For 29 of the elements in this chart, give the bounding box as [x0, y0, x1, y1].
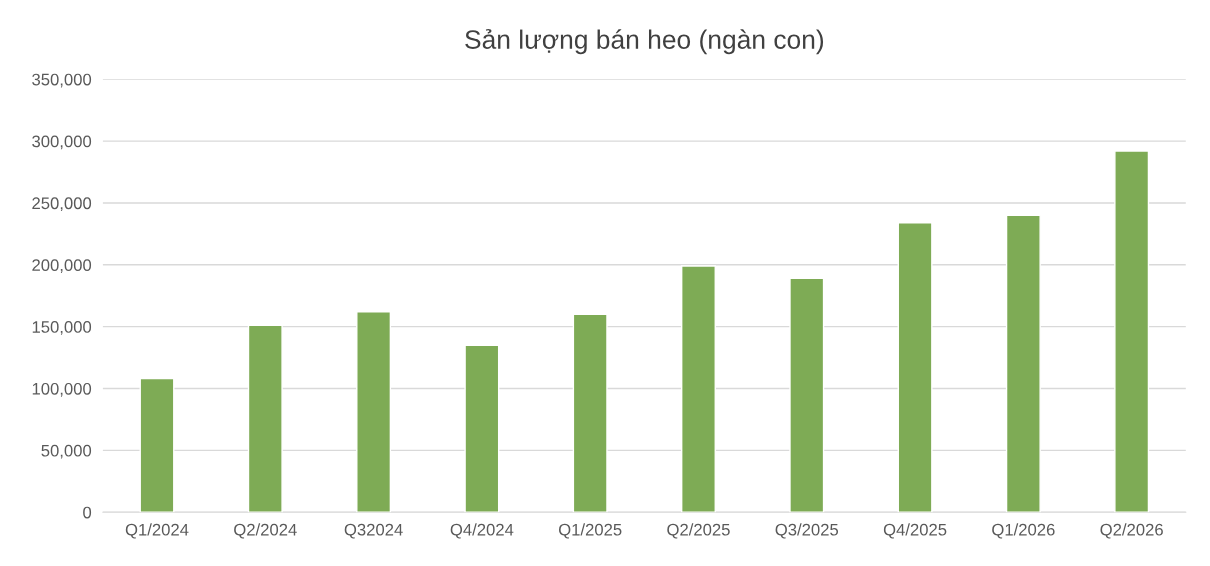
bar	[1005, 214, 1041, 513]
bar	[464, 344, 500, 513]
bar	[1114, 150, 1150, 513]
x-tick-label: Q4/2024	[450, 523, 514, 539]
y-tick-label: 200,000	[32, 259, 92, 273]
x-tick-label: Q1/2026	[992, 523, 1055, 539]
chart-title: Sản lượng bán heo (ngàn con)	[465, 29, 824, 55]
y-tick-label: 300,000	[32, 135, 92, 150]
bar	[897, 222, 933, 513]
y-tick-label: 50,000	[41, 444, 92, 459]
y-tick-label: 100,000	[32, 382, 92, 397]
y-tick-label: 350,000	[32, 73, 92, 88]
y-tick-label: 250,000	[32, 197, 92, 212]
bar	[356, 311, 392, 513]
bar	[789, 277, 825, 513]
x-tick-label: Q2/2024	[234, 523, 297, 539]
x-tick-label: Q32024	[344, 523, 403, 539]
y-tick-label: 0	[83, 506, 92, 519]
bar	[680, 265, 716, 513]
x-tick-label: Q3/2025	[775, 523, 839, 539]
x-tick-label: Q4/2025	[883, 523, 947, 539]
x-tick-label: Q2/2026	[1100, 523, 1163, 539]
bar	[139, 377, 175, 513]
bar	[247, 324, 283, 513]
x-tick-label: Q1/2025	[559, 523, 622, 539]
x-tick-label: Q2/2025	[667, 523, 730, 539]
bar	[572, 313, 608, 513]
y-tick-label: 150,000	[32, 321, 92, 335]
x-tick-label: Q1/2024	[125, 523, 189, 539]
